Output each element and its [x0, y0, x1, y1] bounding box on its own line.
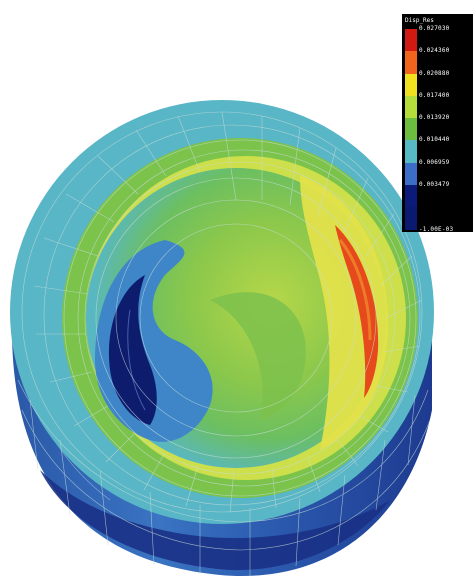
legend-swatch: [405, 162, 417, 186]
mesh-grid: [17, 111, 431, 576]
legend-value: 0.017400: [419, 91, 450, 99]
legend-swatch: [405, 73, 417, 96]
min-displacement-zone: [108, 275, 157, 425]
legend-value: 0.010440: [419, 136, 450, 144]
legend-row: 0.013920: [405, 114, 470, 141]
legend-value: 0.027030: [419, 25, 450, 32]
legend-swatch: [405, 185, 417, 208]
legend-row: 0.020880: [405, 70, 470, 96]
legend-row: 0.003479: [405, 181, 470, 208]
legend-row: -1.00E-03: [405, 207, 470, 233]
legend-row: 0.017400: [405, 92, 470, 119]
legend-value: -1.00E-03: [419, 225, 454, 233]
legend-row: 0.006959: [405, 159, 470, 186]
legend-row: 0.010440: [405, 136, 470, 163]
legend-title: Disp_Res: [405, 17, 434, 24]
legend-row: 0.027030: [405, 25, 470, 52]
legend-value: 0.013920: [419, 114, 450, 122]
legend-swatch: [405, 118, 417, 141]
legend-value: 0.006959: [419, 158, 450, 166]
legend-swatch: [405, 29, 417, 52]
legend-swatch: [405, 95, 417, 119]
legend-row: 0.024360: [405, 47, 470, 74]
red-peak-zone: [335, 225, 379, 398]
legend-swatch: [405, 207, 417, 230]
legend-value: 0.020880: [419, 69, 450, 77]
legend-value: 0.003479: [419, 181, 450, 189]
legend-swatch: [405, 140, 417, 163]
legend-swatch: [405, 51, 417, 74]
color-scale-legend: Disp_Res 0.027030 0.024360 0.020880 0.01…: [402, 14, 473, 233]
legend-value: 0.024360: [419, 47, 450, 55]
